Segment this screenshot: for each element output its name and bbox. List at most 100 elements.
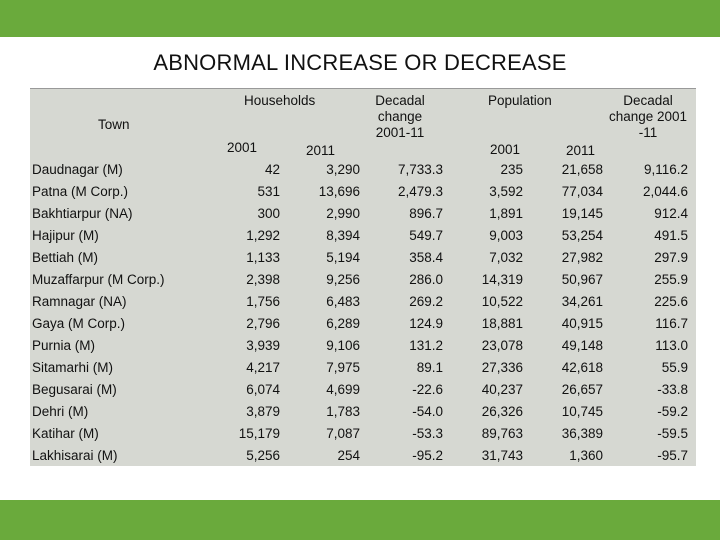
cell-town: Purnia (M)	[32, 338, 96, 353]
top-accent-bar	[0, 0, 720, 37]
cell-pop-2011: 27,982	[561, 250, 603, 265]
header-households: Households	[244, 93, 316, 108]
header-pop-decadal-change: Decadal change 2001 -11	[602, 93, 694, 141]
cell-pop-2001: 89,763	[481, 426, 523, 441]
cell-hh-2001: 3,939	[246, 338, 280, 353]
cell-pop-2001: 23,078	[481, 338, 523, 353]
cell-pop-2001: 1,891	[489, 206, 523, 221]
cell-town: Dehri (M)	[32, 404, 89, 419]
cell-hh-2011: 254	[337, 448, 360, 463]
header-hh-2011: 2011	[306, 143, 336, 158]
cell-pop-2001: 40,237	[481, 382, 523, 397]
header-population: Population	[488, 93, 552, 108]
cell-pop-2001: 235	[500, 162, 523, 177]
cell-hh-2011: 13,696	[318, 184, 360, 199]
header-hh-change-line-2: change	[377, 109, 423, 124]
cell-pop-change: 912.4	[654, 206, 688, 221]
cell-hh-2001: 6,074	[246, 382, 280, 397]
cell-hh-2001: 1,756	[246, 294, 280, 309]
cell-hh-change: 131.2	[409, 338, 443, 353]
cell-hh-2001: 300	[257, 206, 280, 221]
cell-pop-2011: 10,745	[561, 404, 603, 419]
header-hh-decadal-change: Decadal change 2001-11	[360, 93, 440, 141]
header-pop-2011: 2011	[566, 143, 596, 158]
cell-town: Muzaffarpur (M Corp.)	[32, 272, 165, 287]
cell-pop-change: 225.6	[654, 294, 688, 309]
cell-town: Bettiah (M)	[32, 250, 99, 265]
cell-hh-2011: 9,256	[326, 272, 360, 287]
cell-pop-2001: 9,003	[489, 228, 523, 243]
cell-pop-change: 9,116.2	[643, 162, 688, 177]
cell-hh-2011: 2,990	[326, 206, 360, 221]
cell-pop-change: -33.8	[657, 382, 688, 397]
cell-hh-2011: 4,699	[326, 382, 360, 397]
cell-town: Lakhisarai (M)	[32, 448, 118, 463]
cell-hh-2011: 6,483	[326, 294, 360, 309]
cell-town: Ramnagar (NA)	[32, 294, 127, 309]
header-town: Town	[98, 117, 130, 132]
cell-hh-change: 89.1	[416, 360, 443, 375]
cell-hh-2011: 7,975	[326, 360, 360, 375]
cell-hh-2011: 3,290	[326, 162, 360, 177]
cell-hh-2011: 7,087	[326, 426, 360, 441]
cell-hh-2001: 2,796	[246, 316, 280, 331]
cell-pop-2011: 53,254	[561, 228, 603, 243]
cell-town: Begusarai (M)	[32, 382, 117, 397]
cell-pop-2011: 36,389	[561, 426, 603, 441]
cell-hh-change: 549.7	[409, 228, 443, 243]
cell-hh-change: 269.2	[409, 294, 443, 309]
cell-hh-change: -53.3	[412, 426, 443, 441]
cell-hh-2011: 9,106	[326, 338, 360, 353]
cell-hh-2011: 6,289	[326, 316, 360, 331]
header-hh-change-line-1: Decadal	[375, 93, 425, 108]
title-divider	[30, 88, 696, 89]
cell-pop-change: -59.2	[657, 404, 688, 419]
cell-pop-2001: 7,032	[489, 250, 523, 265]
page-title: ABNORMAL INCREASE OR DECREASE	[153, 50, 567, 75]
cell-hh-2011: 1,783	[326, 404, 360, 419]
cell-pop-2001: 31,743	[481, 448, 523, 463]
cell-hh-change: -54.0	[412, 404, 443, 419]
cell-hh-change: 358.4	[409, 250, 443, 265]
cell-pop-2001: 26,326	[481, 404, 523, 419]
cell-pop-change: 116.7	[655, 316, 688, 331]
header-pop-2001: 2001	[490, 142, 521, 157]
header-pop-change-line-1: Decadal	[623, 93, 673, 108]
cell-pop-change: 491.5	[654, 228, 688, 243]
cell-pop-2011: 34,261	[561, 294, 603, 309]
cell-pop-2011: 1,360	[569, 448, 603, 463]
cell-town: Bakhtiarpur (NA)	[32, 206, 133, 221]
cell-pop-2011: 21,658	[561, 162, 603, 177]
cell-hh-change: 2,479.3	[397, 184, 443, 199]
cell-pop-2011: 26,657	[561, 382, 603, 397]
cell-pop-change: -59.5	[657, 426, 688, 441]
header-pop-change-line-2: change 2001	[608, 109, 688, 124]
cell-pop-change: -95.7	[657, 448, 688, 463]
header-hh-change-line-3: 2001-11	[375, 125, 425, 140]
cell-hh-2011: 5,194	[326, 250, 360, 265]
cell-hh-2001: 3,879	[246, 404, 280, 419]
cell-pop-2011: 42,618	[561, 360, 603, 375]
cell-town: Patna (M Corp.)	[32, 184, 129, 199]
cell-pop-2001: 10,522	[481, 294, 523, 309]
cell-pop-2001: 27,336	[481, 360, 523, 375]
cell-hh-2001: 1,133	[246, 250, 280, 265]
cell-town: Sitamarhi (M)	[32, 360, 114, 375]
data-table	[30, 89, 696, 466]
cell-pop-2011: 49,148	[561, 338, 603, 353]
cell-pop-change: 297.9	[654, 250, 688, 265]
cell-pop-2011: 19,145	[561, 206, 603, 221]
cell-hh-change: 286.0	[409, 272, 443, 287]
cell-pop-change: 113.0	[655, 338, 688, 353]
cell-pop-2011: 50,967	[561, 272, 603, 287]
cell-hh-2001: 15,179	[238, 426, 280, 441]
cell-hh-2001: 1,292	[246, 228, 280, 243]
cell-hh-2011: 8,394	[326, 228, 360, 243]
cell-hh-change: -22.6	[412, 382, 443, 397]
cell-town: Daudnagar (M)	[32, 162, 123, 177]
cell-hh-2001: 531	[257, 184, 280, 199]
cell-pop-2011: 40,915	[561, 316, 603, 331]
cell-pop-2001: 14,319	[481, 272, 523, 287]
cell-hh-change: -95.2	[412, 448, 443, 463]
cell-hh-2001: 2,398	[246, 272, 280, 287]
